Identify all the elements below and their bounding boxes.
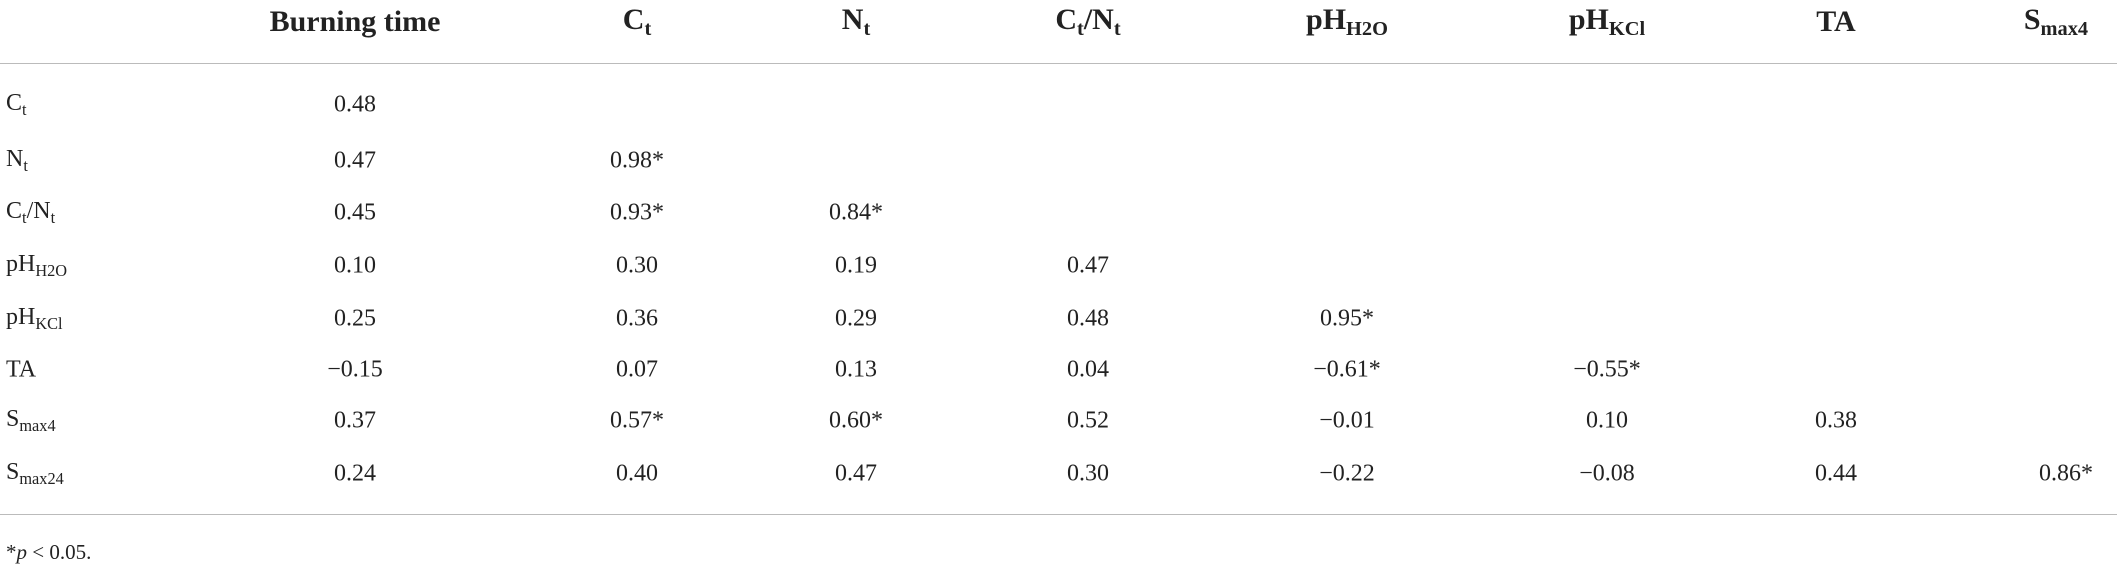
table-cell: −0.01 xyxy=(1319,407,1375,434)
table-cell: 0.60* xyxy=(829,407,883,434)
table-cell: 0.30 xyxy=(1067,460,1109,487)
text-part: C xyxy=(6,198,23,225)
table-cell: 0.48 xyxy=(1067,305,1109,332)
column-header: Nt xyxy=(842,3,870,41)
text-part: < 0.05. xyxy=(27,540,92,564)
column-header: Smax4 xyxy=(2024,3,2088,41)
text-part: pH xyxy=(6,304,36,331)
text-part: p xyxy=(16,540,28,564)
row-label: pHH2O xyxy=(6,251,67,281)
text-part: S xyxy=(6,459,20,486)
text-part: /N xyxy=(26,198,51,225)
subscript: t xyxy=(22,207,27,227)
text-part: C xyxy=(6,90,23,117)
table-cell: −0.61* xyxy=(1313,356,1381,383)
text-part: S xyxy=(2023,2,2041,36)
subscript: H2O xyxy=(35,260,68,280)
text-part: /N xyxy=(1083,2,1114,36)
subscript: t xyxy=(644,18,652,41)
column-header: TA xyxy=(1816,5,1855,39)
footnote: *p < 0.05. xyxy=(6,540,91,565)
table-cell: 0.47 xyxy=(1067,252,1109,279)
table-cell: 0.24 xyxy=(334,460,376,487)
table-cell: 0.37 xyxy=(334,407,376,434)
subscript: t xyxy=(50,207,56,227)
subscript: t xyxy=(1113,18,1121,41)
table-cell: 0.93* xyxy=(610,199,664,226)
table-cell: 0.10 xyxy=(1586,407,1628,434)
table-cell: 0.52 xyxy=(1067,407,1109,434)
table-cell: 0.13 xyxy=(835,356,877,383)
table-cell: 0.44 xyxy=(1815,460,1857,487)
table-cell: 0.47 xyxy=(334,147,376,174)
subscript: max4 xyxy=(2040,18,2089,41)
column-header: Ct/Nt xyxy=(1055,3,1120,41)
column-header: Burning time xyxy=(270,5,441,39)
column-header: Ct xyxy=(623,3,651,41)
subscript: t xyxy=(863,18,871,41)
subscript: H2O xyxy=(1346,18,1388,41)
text-part: TA xyxy=(1816,5,1856,38)
text-part: Burning time xyxy=(269,5,441,38)
subscript: KCl xyxy=(1608,18,1646,41)
table-cell: 0.57* xyxy=(610,407,664,434)
row-label: Smax4 xyxy=(6,406,56,436)
column-header: pHKCl xyxy=(1569,3,1645,41)
row-label: pHKCl xyxy=(6,304,63,334)
table-cell: 0.25 xyxy=(334,305,376,332)
subscript: max4 xyxy=(19,415,56,435)
table-cell: 0.95* xyxy=(1320,305,1374,332)
text-part: pH xyxy=(6,251,36,278)
text-part: N xyxy=(6,146,24,173)
table-cell: 0.04 xyxy=(1067,356,1109,383)
row-label: Ct xyxy=(6,90,27,120)
text-part: TA xyxy=(6,356,37,383)
table-cell: −0.15 xyxy=(327,356,383,383)
subscript: max24 xyxy=(19,468,64,488)
table-cell: 0.48 xyxy=(334,91,376,118)
table-cell: 0.29 xyxy=(835,305,877,332)
text-part: N xyxy=(841,2,864,36)
header-rule xyxy=(0,63,2117,64)
table-cell: 0.84* xyxy=(829,199,883,226)
table-cell: 0.36 xyxy=(616,305,658,332)
row-label: Ct/Nt xyxy=(6,198,55,228)
subscript: t xyxy=(1077,18,1084,41)
text-part: pH xyxy=(1568,2,1609,36)
table-cell: 0.10 xyxy=(334,252,376,279)
table-cell: −0.55* xyxy=(1573,356,1641,383)
table-cell: 0.19 xyxy=(835,252,877,279)
text-part: * xyxy=(6,540,17,564)
table-cell: 0.07 xyxy=(616,356,658,383)
table-cell: 0.30 xyxy=(616,252,658,279)
table-cell: −0.08 xyxy=(1579,460,1635,487)
row-label: Smax24 xyxy=(6,459,64,489)
table-cell: 0.47 xyxy=(835,460,877,487)
subscript: t xyxy=(22,99,27,119)
row-label: Nt xyxy=(6,146,28,176)
table-cell: 0.98* xyxy=(610,147,664,174)
text-part: C xyxy=(1055,2,1078,36)
table-cell: 0.86* xyxy=(2039,460,2093,487)
text-part: pH xyxy=(1306,2,1347,36)
text-part: C xyxy=(622,2,645,36)
table-cell: −0.22 xyxy=(1319,460,1375,487)
bottom-rule xyxy=(0,514,2117,515)
column-header: pHH2O xyxy=(1306,3,1388,41)
row-label: TA xyxy=(6,357,36,384)
table-cell: 0.38 xyxy=(1815,407,1857,434)
table-cell: 0.45 xyxy=(334,199,376,226)
text-part: S xyxy=(6,406,20,433)
table-cell: 0.40 xyxy=(616,460,658,487)
subscript: KCl xyxy=(35,313,63,333)
subscript: t xyxy=(23,155,28,175)
